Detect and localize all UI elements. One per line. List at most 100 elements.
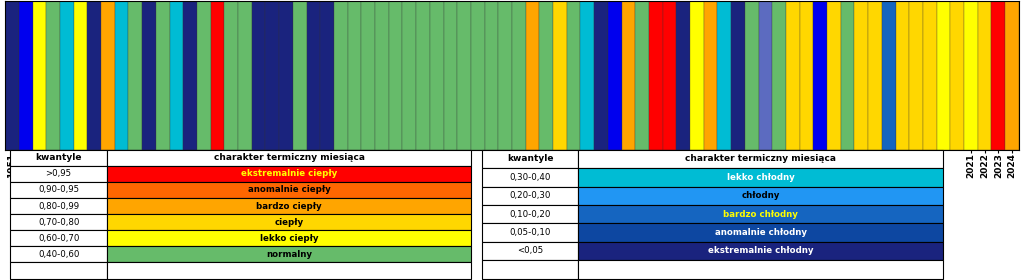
Bar (978, 1, 991, 150)
Text: 0,30-0,40: 0,30-0,40 (509, 173, 551, 182)
Text: normalny: normalny (266, 250, 312, 259)
Bar (46, 1, 60, 150)
Bar (882, 1, 896, 150)
Text: >0,95: >0,95 (45, 169, 72, 178)
Bar (87, 1, 101, 150)
Bar (499, 1, 512, 150)
Bar (579, 205, 943, 223)
Bar (594, 1, 608, 150)
Text: 0,90-0,95: 0,90-0,95 (38, 185, 79, 195)
Bar (265, 1, 280, 150)
Bar (10, 166, 108, 182)
Bar (108, 198, 471, 214)
Bar (128, 1, 142, 150)
Bar (183, 1, 197, 150)
Bar (868, 1, 882, 150)
Bar (964, 1, 978, 150)
Bar (481, 186, 579, 205)
Bar (101, 1, 115, 150)
Text: 0,20-0,30: 0,20-0,30 (509, 191, 551, 200)
Bar (457, 1, 471, 150)
Bar (10, 214, 108, 230)
Bar (800, 1, 813, 150)
Bar (512, 1, 525, 150)
Bar (430, 1, 443, 150)
Bar (293, 1, 306, 150)
Text: bardzo ciepły: bardzo ciepły (256, 202, 323, 211)
Bar (60, 1, 74, 150)
Bar (471, 1, 484, 150)
Bar (142, 1, 156, 150)
Bar (579, 186, 943, 205)
Bar (484, 1, 499, 150)
Bar (525, 1, 540, 150)
Bar (703, 1, 718, 150)
Bar (33, 1, 46, 150)
Bar (334, 1, 347, 150)
Bar (827, 1, 841, 150)
Bar (361, 1, 375, 150)
Text: 0,10-0,20: 0,10-0,20 (509, 210, 551, 219)
Bar (608, 1, 622, 150)
Bar (18, 1, 33, 150)
Text: kwantyle: kwantyle (36, 153, 82, 162)
Bar (108, 182, 471, 198)
Text: charakter termiczny miesiąca: charakter termiczny miesiąca (214, 153, 365, 162)
Bar (1006, 1, 1019, 150)
Bar (937, 1, 950, 150)
Bar (579, 260, 943, 279)
Text: bardzo chłodny: bardzo chłodny (723, 210, 798, 219)
Bar (690, 1, 703, 150)
Bar (108, 150, 471, 166)
Bar (950, 1, 964, 150)
Bar (579, 168, 943, 186)
Bar (108, 214, 471, 230)
Text: 0,70-0,80: 0,70-0,80 (38, 218, 79, 227)
Text: 0,40-0,60: 0,40-0,60 (38, 250, 79, 259)
Bar (622, 1, 635, 150)
Bar (567, 1, 581, 150)
Text: chłodny: chłodny (741, 191, 780, 200)
Bar (156, 1, 170, 150)
Text: anomalnie chłodny: anomalnie chłodny (715, 228, 807, 237)
Text: lekko ciepły: lekko ciepły (260, 234, 318, 243)
Bar (10, 198, 108, 214)
Bar (896, 1, 909, 150)
Bar (813, 1, 827, 150)
Bar (375, 1, 389, 150)
Text: 0,80-0,99: 0,80-0,99 (38, 202, 79, 211)
Bar (280, 1, 293, 150)
Bar (108, 166, 471, 182)
Bar (481, 168, 579, 186)
Bar (238, 1, 252, 150)
Bar (74, 1, 87, 150)
Bar (211, 1, 224, 150)
Bar (841, 1, 854, 150)
Bar (481, 150, 579, 168)
Text: <0,05: <0,05 (517, 246, 543, 255)
Bar (581, 1, 594, 150)
Text: charakter termiczny miesiąca: charakter termiczny miesiąca (685, 154, 837, 163)
Bar (224, 1, 238, 150)
Bar (443, 1, 457, 150)
Bar (10, 150, 108, 166)
Bar (5, 1, 18, 150)
Bar (170, 1, 183, 150)
Text: 0,05-0,10: 0,05-0,10 (509, 228, 551, 237)
Bar (772, 1, 786, 150)
Bar (579, 150, 943, 168)
Bar (10, 262, 108, 279)
Bar (481, 223, 579, 242)
Bar (635, 1, 649, 150)
Bar (108, 246, 471, 262)
Bar (10, 230, 108, 246)
Text: lekko chłodny: lekko chłodny (727, 173, 795, 182)
Bar (540, 1, 553, 150)
Bar (579, 242, 943, 260)
Bar (579, 223, 943, 242)
Bar (389, 1, 402, 150)
Bar (10, 182, 108, 198)
Bar (909, 1, 923, 150)
Bar (663, 1, 677, 150)
Bar (321, 1, 334, 150)
